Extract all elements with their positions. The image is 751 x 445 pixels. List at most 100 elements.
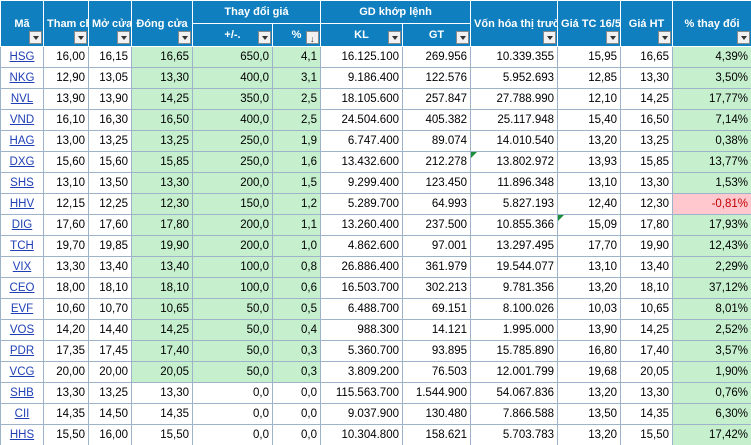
market-cap-cell[interactable]: 14.010.540 — [470, 130, 559, 152]
volume-cell[interactable]: 9.299.400 — [320, 172, 403, 194]
open-price-cell[interactable]: 13,90 — [88, 88, 132, 110]
current-price-cell[interactable]: 20,05 — [620, 361, 674, 383]
filter-dropdown-icon[interactable] — [737, 31, 751, 44]
change-pct-cell[interactable]: 0,4 — [272, 319, 321, 341]
current-price-cell[interactable]: 13,30 — [620, 172, 674, 194]
symbol-cell[interactable]: HSG — [0, 46, 44, 68]
change-pct-cell[interactable]: 0,0 — [272, 424, 321, 445]
change-cell[interactable]: 650,0 — [192, 46, 273, 68]
value-cell[interactable]: 14.121 — [401, 319, 472, 341]
market-cap-cell[interactable]: 27.788.990 — [470, 88, 559, 110]
ref-price-cell[interactable]: 16,00 — [43, 46, 89, 68]
close-price-cell[interactable]: 10,65 — [131, 298, 193, 320]
pct-change-cell[interactable]: 2,52% — [672, 319, 751, 341]
volume-cell[interactable]: 16.125.100 — [320, 46, 403, 68]
ref-price-cell[interactable]: 12,15 — [43, 193, 89, 215]
base-price-cell[interactable]: 12,85 — [557, 67, 622, 89]
ref-price-cell[interactable]: 13,30 — [43, 256, 89, 278]
filter-dropdown-icon[interactable] — [658, 31, 672, 44]
header-gt[interactable]: GT — [401, 23, 472, 47]
open-price-cell[interactable]: 17,60 — [88, 214, 132, 236]
change-cell[interactable]: 250,0 — [192, 151, 273, 173]
base-price-cell[interactable]: 13,50 — [557, 403, 622, 425]
volume-cell[interactable]: 13.432.600 — [320, 151, 403, 173]
current-price-cell[interactable]: 13,40 — [620, 256, 674, 278]
open-price-cell[interactable]: 13,25 — [88, 130, 132, 152]
close-price-cell[interactable]: 15,50 — [131, 424, 193, 445]
open-price-cell[interactable]: 20,00 — [88, 361, 132, 383]
value-cell[interactable]: 302.213 — [401, 277, 472, 299]
pct-change-cell[interactable]: 12,43% — [672, 235, 751, 257]
market-cap-cell[interactable]: 5.703.783 — [470, 424, 559, 445]
base-price-cell[interactable]: 12,10 — [557, 88, 622, 110]
ref-price-cell[interactable]: 16,10 — [43, 109, 89, 131]
change-pct-cell[interactable]: 1,5 — [272, 172, 321, 194]
header-pct[interactable]: % — [272, 23, 321, 47]
change-pct-cell[interactable]: 1,0 — [272, 235, 321, 257]
pct-change-cell[interactable]: -0,81% — [672, 193, 751, 215]
change-pct-cell[interactable]: 1,2 — [272, 193, 321, 215]
market-cap-cell[interactable]: 11.896.348 — [470, 172, 559, 194]
pct-change-cell[interactable]: 3,50% — [672, 67, 751, 89]
volume-cell[interactable]: 988.300 — [320, 319, 403, 341]
close-price-cell[interactable]: 12,30 — [131, 193, 193, 215]
symbol-cell[interactable]: VND — [0, 109, 44, 131]
volume-cell[interactable]: 5.289.700 — [320, 193, 403, 215]
change-cell[interactable]: 250,0 — [192, 130, 273, 152]
ref-price-cell[interactable]: 14,35 — [43, 403, 89, 425]
ref-price-cell[interactable]: 15,50 — [43, 424, 89, 445]
open-price-cell[interactable]: 18,10 — [88, 277, 132, 299]
volume-cell[interactable]: 24.504.600 — [320, 109, 403, 131]
symbol-link[interactable]: DXG — [9, 156, 35, 168]
symbol-link[interactable]: SHS — [10, 177, 34, 189]
pct-change-cell[interactable]: 17,93% — [672, 214, 751, 236]
current-price-cell[interactable]: 12,30 — [620, 193, 674, 215]
symbol-link[interactable]: HSG — [9, 51, 35, 63]
current-price-cell[interactable]: 10,65 — [620, 298, 674, 320]
change-cell[interactable]: 50,0 — [192, 298, 273, 320]
header-gia-ht[interactable]: Giá HT — [620, 0, 674, 47]
symbol-link[interactable]: VND — [9, 114, 35, 126]
close-price-cell[interactable]: 13,40 — [131, 256, 193, 278]
symbol-link[interactable]: EVF — [10, 303, 34, 315]
symbol-cell[interactable]: HHV — [0, 193, 44, 215]
symbol-cell[interactable]: HAG — [0, 130, 44, 152]
symbol-link[interactable]: CEO — [9, 282, 35, 294]
symbol-link[interactable]: TCH — [10, 240, 34, 252]
value-cell[interactable]: 405.382 — [401, 109, 472, 131]
base-price-cell[interactable]: 15,40 — [557, 109, 622, 131]
close-price-cell[interactable]: 18,10 — [131, 277, 193, 299]
base-price-cell[interactable]: 13,20 — [557, 277, 622, 299]
change-cell[interactable]: 400,0 — [192, 67, 273, 89]
open-price-cell[interactable]: 16,30 — [88, 109, 132, 131]
base-price-cell[interactable]: 10,03 — [557, 298, 622, 320]
open-price-cell[interactable]: 13,05 — [88, 67, 132, 89]
market-cap-cell[interactable]: 12.001.799 — [470, 361, 559, 383]
market-cap-cell[interactable]: 8.100.026 — [470, 298, 559, 320]
close-price-cell[interactable]: 15,85 — [131, 151, 193, 173]
ref-price-cell[interactable]: 13,30 — [43, 382, 89, 404]
close-price-cell[interactable]: 16,50 — [131, 109, 193, 131]
symbol-cell[interactable]: DXG — [0, 151, 44, 173]
volume-cell[interactable]: 6.488.700 — [320, 298, 403, 320]
value-cell[interactable]: 269.956 — [401, 46, 472, 68]
volume-cell[interactable]: 9.037.900 — [320, 403, 403, 425]
open-price-cell[interactable]: 14,50 — [88, 403, 132, 425]
symbol-link[interactable]: PDR — [9, 345, 35, 357]
close-price-cell[interactable]: 14,35 — [131, 403, 193, 425]
value-cell[interactable]: 1.544.900 — [401, 382, 472, 404]
current-price-cell[interactable]: 13,30 — [620, 382, 674, 404]
value-cell[interactable]: 237.500 — [401, 214, 472, 236]
volume-cell[interactable]: 115.563.700 — [320, 382, 403, 404]
volume-cell[interactable]: 10.304.800 — [320, 424, 403, 445]
volume-cell[interactable]: 9.186.400 — [320, 67, 403, 89]
change-cell[interactable]: 50,0 — [192, 361, 273, 383]
symbol-cell[interactable]: NVL — [0, 88, 44, 110]
current-price-cell[interactable]: 19,90 — [620, 235, 674, 257]
market-cap-cell[interactable]: 13.297.495 — [470, 235, 559, 257]
change-cell[interactable]: 100,0 — [192, 256, 273, 278]
ref-price-cell[interactable]: 20,00 — [43, 361, 89, 383]
symbol-link[interactable]: HAG — [9, 135, 35, 147]
close-price-cell[interactable]: 16,65 — [131, 46, 193, 68]
value-cell[interactable]: 123.450 — [401, 172, 472, 194]
